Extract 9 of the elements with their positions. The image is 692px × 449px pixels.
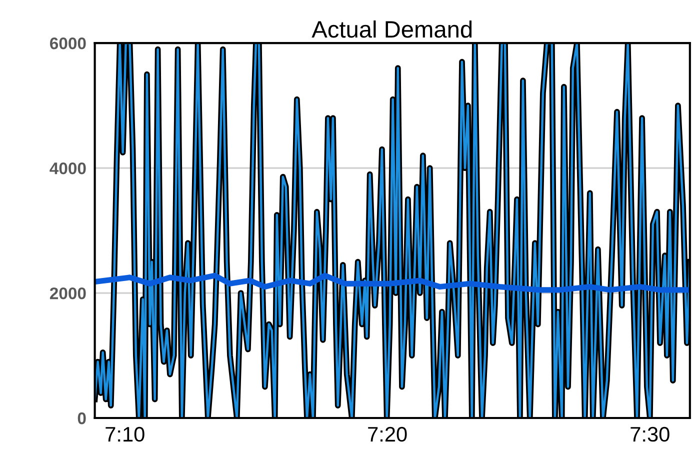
x-tick-label: 7:30 <box>630 426 670 442</box>
y-tick-label: 6000 <box>50 38 86 50</box>
y-tick-label: 2000 <box>50 287 86 300</box>
line-series <box>94 43 690 418</box>
x-tick-label: 7:10 <box>106 426 144 442</box>
chart-title: Actual Demand <box>312 20 472 38</box>
y-tick-label: 0 <box>78 412 86 424</box>
x-tick-label: 7:20 <box>368 426 407 442</box>
y-tick-label: 4000 <box>50 162 86 174</box>
